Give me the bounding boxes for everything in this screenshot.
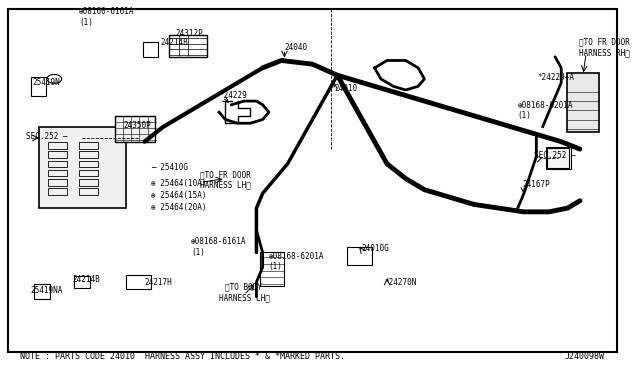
Bar [79, 188, 98, 195]
Bar [143, 42, 159, 57]
Text: 24214B: 24214B [160, 38, 188, 47]
Text: ⊕08160-6161A
(1): ⊕08160-6161A (1) [79, 7, 134, 26]
Bar [48, 179, 67, 186]
Bar [74, 276, 90, 288]
Bar [126, 275, 150, 289]
Bar [568, 73, 598, 132]
Bar [48, 188, 67, 195]
Text: 24214B: 24214B [73, 275, 100, 283]
Text: 24350P: 24350P [124, 121, 151, 129]
Text: J240098W: J240098W [564, 352, 605, 361]
Text: SEC.252 ─: SEC.252 ─ [26, 132, 68, 141]
Text: 24040: 24040 [284, 43, 308, 52]
Bar [547, 148, 569, 169]
Text: *24229+A: *24229+A [538, 73, 575, 81]
Text: ⊕ 25464(15A): ⊕ 25464(15A) [150, 191, 206, 200]
Bar [79, 151, 98, 158]
Text: ⊕08168-6201A
(1): ⊕08168-6201A (1) [518, 100, 573, 120]
Bar [38, 127, 126, 208]
Bar [347, 247, 371, 265]
Text: SEC.252 ─: SEC.252 ─ [534, 151, 575, 160]
Text: ⊕ 25464(20A): ⊕ 25464(20A) [150, 203, 206, 212]
Bar [79, 142, 98, 149]
Text: 〈TO BODY
HARNESS LH〉: 〈TO BODY HARNESS LH〉 [218, 283, 269, 302]
Text: 24010: 24010 [334, 84, 357, 93]
Text: 24217H: 24217H [145, 278, 172, 287]
Text: 25419NA: 25419NA [31, 286, 63, 295]
Bar [79, 161, 98, 167]
Bar [170, 35, 207, 57]
Bar [34, 284, 49, 299]
Text: 24167P: 24167P [523, 180, 550, 189]
Bar [260, 253, 284, 286]
Text: 24312P: 24312P [175, 29, 204, 38]
Bar [115, 116, 156, 142]
Bar [31, 77, 47, 96]
Text: 25419N: 25419N [33, 78, 60, 87]
Text: ⊕ 25464(10A): ⊕ 25464(10A) [150, 179, 206, 188]
Text: *24270N: *24270N [384, 278, 417, 287]
Text: 24010G: 24010G [361, 244, 388, 253]
Text: *24229: *24229 [219, 91, 247, 100]
Bar [79, 170, 98, 176]
Text: NOTE : PARTS CODE 24010  HARNESS ASSY INCLUDES * & *MARKED PARTS.: NOTE : PARTS CODE 24010 HARNESS ASSY INC… [20, 352, 345, 361]
Text: ⊕08168-6161A
(1): ⊕08168-6161A (1) [191, 237, 246, 257]
Bar [48, 161, 67, 167]
Text: 〈TO FR DOOR
HARNESS RH〉: 〈TO FR DOOR HARNESS RH〉 [579, 38, 630, 57]
Bar [48, 151, 67, 158]
Bar [546, 147, 571, 169]
Bar [48, 142, 67, 149]
Text: ─ 25410G: ─ 25410G [150, 163, 188, 172]
Bar [48, 170, 67, 176]
Text: ⊕08168-6201A
(1): ⊕08168-6201A (1) [269, 252, 324, 272]
Bar [79, 179, 98, 186]
Text: 〈TO FR DOOR
HARNESS LH〉: 〈TO FR DOOR HARNESS LH〉 [200, 170, 252, 190]
